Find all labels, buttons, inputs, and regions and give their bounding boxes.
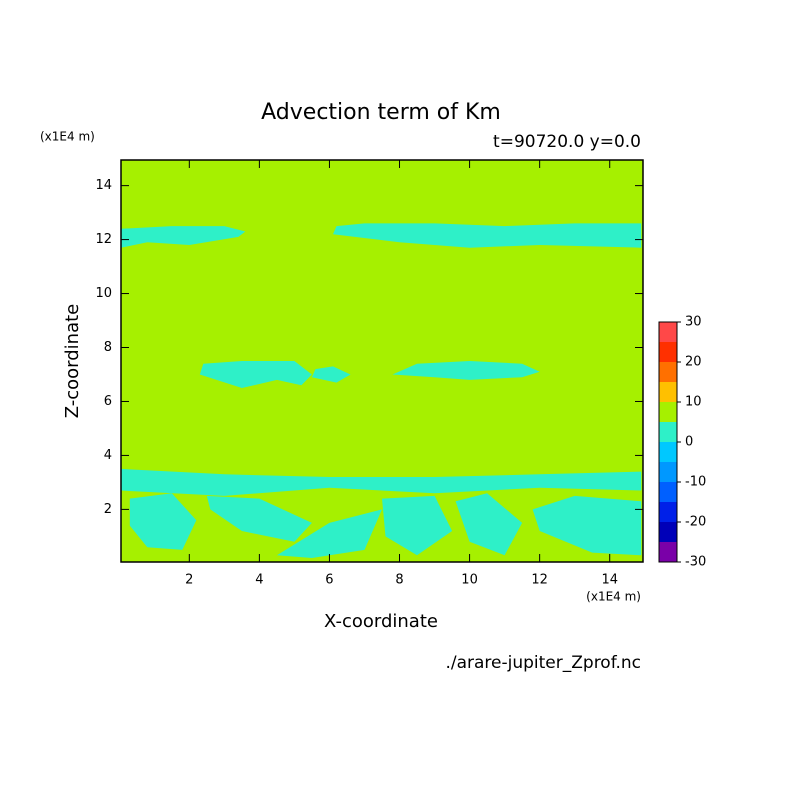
- colorbar-bin: [659, 502, 677, 522]
- source-label: ./arare-jupiter_Zprof.nc: [445, 653, 641, 673]
- colorbar-bin: [659, 382, 677, 402]
- y-tick-label: 6: [104, 394, 112, 409]
- colorbar-tick-label: -30: [685, 555, 706, 570]
- y-tick-label: 4: [104, 448, 112, 463]
- contour-region: [121, 468, 642, 496]
- colorbar-bin: [659, 362, 677, 382]
- colorbar-tick-label: 30: [685, 315, 702, 330]
- x-tick-label: 14: [601, 573, 618, 588]
- contour-region: [276, 509, 382, 558]
- y-tick-label: 14: [95, 178, 112, 193]
- chart-title: Advection term of Km: [261, 100, 501, 125]
- colorbar-bin: [659, 422, 677, 442]
- x-tick-label: 6: [325, 573, 333, 588]
- x-tick-label: 4: [255, 573, 263, 588]
- chart-subtitle: t=90720.0 y=0.0: [493, 132, 641, 152]
- x-tick-label: 12: [531, 573, 548, 588]
- y-tick-label: 2: [104, 502, 112, 517]
- plot-frame: [120, 159, 644, 563]
- y-tick-label: 12: [95, 232, 112, 247]
- y-axis-label: Z-coordinate: [62, 304, 83, 419]
- y-unit: (x1E4 m): [40, 130, 95, 144]
- colorbar-bin: [659, 342, 677, 362]
- colorbar-tick-label: 0: [685, 435, 693, 450]
- x-tick-label: 2: [185, 573, 193, 588]
- colorbar-bin: [659, 522, 677, 542]
- contour-region: [129, 493, 197, 550]
- colorbar-tick-label: 10: [685, 395, 702, 410]
- colorbar-bin: [659, 402, 677, 422]
- colorbar-bin: [659, 442, 677, 462]
- y-tick-label: 10: [95, 286, 112, 301]
- colorbar-bin: [659, 482, 677, 502]
- colorbar-tick-label: 20: [685, 355, 702, 370]
- colorbar-tick-label: -20: [685, 515, 706, 530]
- contour-region: [382, 495, 453, 556]
- x-axis-label: X-coordinate: [324, 611, 438, 632]
- contour-region: [199, 361, 312, 388]
- contour-region: [532, 495, 642, 556]
- contour-region: [121, 226, 246, 248]
- y-tick-label: 8: [104, 340, 112, 355]
- contour-region: [455, 493, 523, 556]
- x-unit: (x1E4 m): [586, 590, 641, 604]
- contour-region: [333, 223, 642, 248]
- colorbar-bin: [659, 542, 677, 562]
- x-tick-label: 8: [395, 573, 403, 588]
- contour-region: [206, 495, 312, 542]
- contour-region: [311, 366, 351, 383]
- x-tick-label: 10: [461, 573, 478, 588]
- colorbar-bin: [659, 322, 677, 342]
- colorbar-bin: [659, 462, 677, 482]
- contour-region: [392, 361, 540, 380]
- colorbar-tick-label: -10: [685, 475, 706, 490]
